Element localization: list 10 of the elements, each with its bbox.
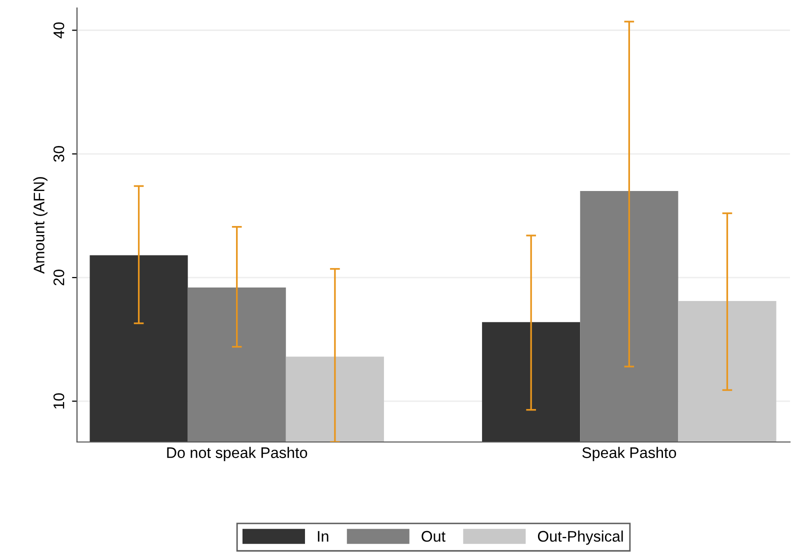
y-tick-label: 40 xyxy=(53,22,64,38)
y-tick-label: 10 xyxy=(53,393,64,409)
legend-label: In xyxy=(318,531,328,542)
y-tick-label: 20 xyxy=(53,270,64,286)
x-tick-label: Do not speak Pashto xyxy=(167,446,308,462)
legend-label: Out xyxy=(422,530,446,542)
y-tick-label: 30 xyxy=(53,146,64,162)
y-axis-title: Amount (AFN) xyxy=(33,177,48,274)
x-tick-label: Speak Pashto xyxy=(582,446,676,462)
legend-label: Out-Physical xyxy=(538,530,623,545)
